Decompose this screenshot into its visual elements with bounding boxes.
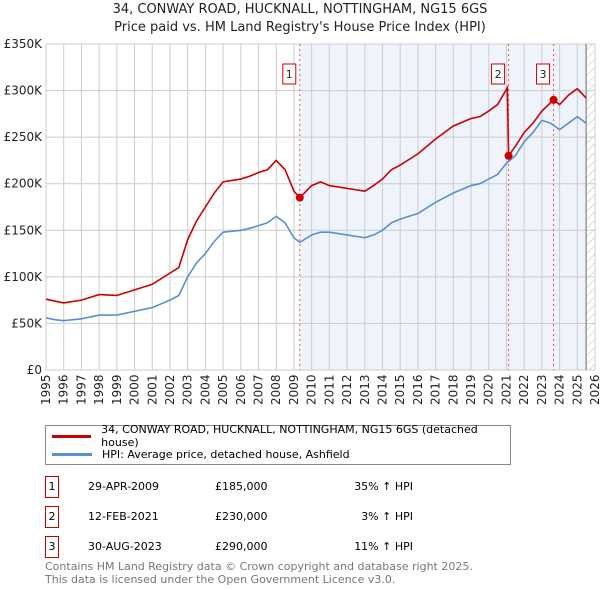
footer-line-1: Contains HM Land Registry data © Crown c… [45,560,473,573]
x-tick-label: 2006 [234,374,248,405]
x-tick-label: 2022 [517,374,531,405]
sale-point [549,95,558,104]
x-tick-label: 2000 [128,374,142,405]
y-tick-label: £50K [11,316,43,330]
sale-date: 30-AUG-2023 [88,540,162,553]
sale-marker-box [491,63,506,85]
sale-hpi-diff: 11% ↑ HPI [354,540,413,553]
future-hatch [586,44,595,370]
x-tick-label: 2015 [393,374,407,405]
x-tick-label: 2024 [553,374,567,405]
y-tick-label: £250K [4,130,44,144]
y-tick-label: £100K [4,270,44,284]
sale-marker-label: 3 [540,68,547,81]
x-tick-label: 2010 [305,374,319,405]
x-tick-label: 2004 [198,374,212,405]
y-tick-label: £200K [4,177,44,191]
sale-point [504,151,513,160]
x-tick-label: 2017 [429,374,443,405]
x-tick-label: 1999 [110,374,124,405]
y-tick-label: £150K [4,223,44,237]
legend: 34, CONWAY ROAD, HUCKNALL, NOTTINGHAM, N… [45,423,511,465]
x-tick-label: 2013 [358,374,372,405]
x-tick-label: 2002 [163,374,177,405]
price-paid-line [45,84,587,304]
x-tick-label: 1998 [92,374,106,405]
sale-date: 12-FEB-2021 [88,510,159,523]
legend-item-property: 34, CONWAY ROAD, HUCKNALL, NOTTINGHAM, N… [46,423,510,449]
footer-line-2: This data is licensed under the Open Gov… [45,573,396,586]
x-tick-label: 2025 [570,374,584,405]
shaded-period [299,44,587,370]
y-tick-label: £350K [4,37,44,51]
hpi-line [45,115,587,322]
x-tick-label: 1997 [74,374,88,405]
y-tick-label: £0 [27,363,42,377]
sale-price: £290,000 [215,540,268,553]
x-tick-label: 2014 [375,374,389,405]
x-tick-label: 2005 [216,374,230,405]
sale-hpi-diff: 35% ↑ HPI [354,480,413,493]
legend-swatch-blue [52,452,92,456]
legend-label: 34, CONWAY ROAD, HUCKNALL, NOTTINGHAM, N… [101,423,478,449]
sale-row: 1 29-APR-2009 £185,000 35% ↑ HPI [45,476,600,498]
x-tick-label: 2007 [252,374,266,405]
x-tick-label: 2012 [340,374,354,405]
x-tick-label: 2026 [588,374,600,405]
x-tick-label: 2021 [499,374,513,405]
chart-title: 34, CONWAY ROAD, HUCKNALL, NOTTINGHAM, N… [112,2,488,17]
x-tick-label: 2001 [145,374,159,405]
x-tick-label: 2019 [464,374,478,405]
sale-marker-box [282,63,297,85]
sale-marker-box [536,63,551,85]
chart-subtitle: Price paid vs. HM Land Registry's House … [114,20,486,35]
x-tick-label: 2020 [482,374,496,405]
sale-marker-badge: 2 [45,506,59,528]
sale-marker-label: 1 [286,68,293,81]
legend-label: HPI: Average price, detached house, Ashf… [102,447,350,461]
price-chart: 1995 1996 1997 1998 1999 2000 2001 2002 2003 2004… [4,37,600,405]
x-tick-label: 2009 [287,374,301,405]
legend-swatch-red [52,434,92,438]
sale-marker-badge: 3 [45,536,59,558]
sale-marker-label: 2 [495,68,502,81]
sale-row: 2 12-FEB-2021 £230,000 3% ↑ HPI [45,506,600,528]
x-tick-label: 2003 [181,374,195,405]
x-tick-label: 1995 [39,374,53,405]
sale-hpi-diff: 3% ↑ HPI [361,510,413,523]
x-tick-label: 2011 [322,374,336,405]
x-tick-label: 2016 [411,374,425,405]
sale-price: £230,000 [215,510,268,523]
x-tick-label: 2023 [535,374,549,405]
sale-marker-badge: 1 [45,476,59,498]
y-tick-label: £300K [4,84,44,98]
sale-row: 3 30-AUG-2023 £290,000 11% ↑ HPI [45,536,600,558]
x-tick-label: 1996 [57,374,71,405]
x-tick-label: 2008 [269,374,283,405]
sale-point [295,193,304,202]
sale-date: 29-APR-2009 [88,480,160,493]
legend-item-hpi: HPI: Average price, detached house, Ashf… [46,445,350,463]
x-tick-label: 2018 [446,374,460,405]
sale-price: £185,000 [215,480,268,493]
